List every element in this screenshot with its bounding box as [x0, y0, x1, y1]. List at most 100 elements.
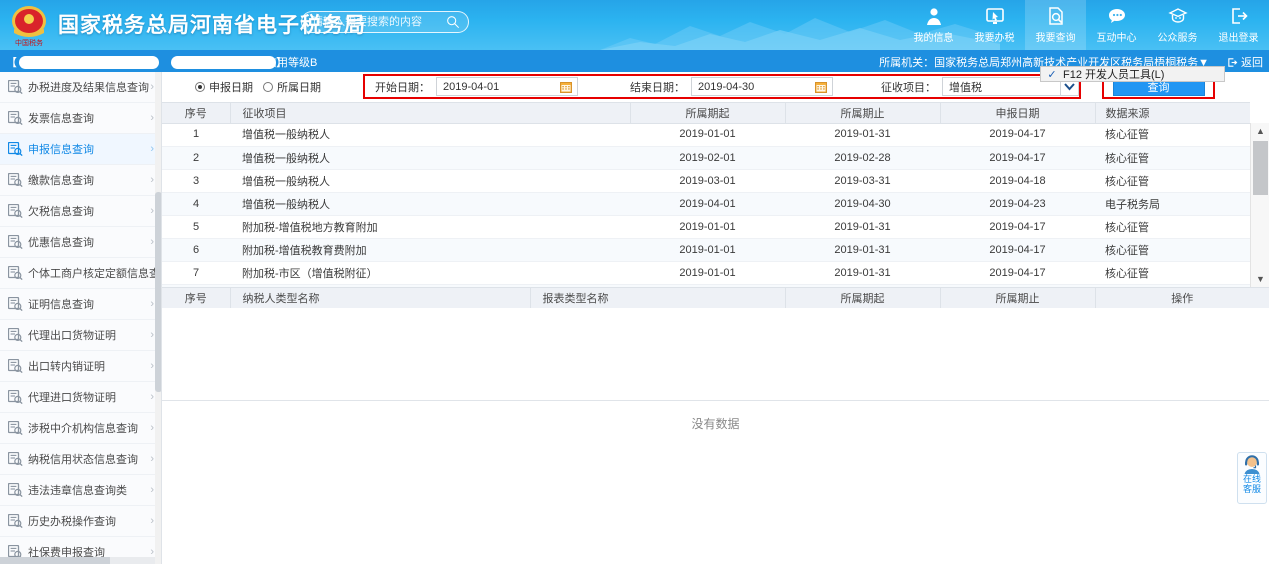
table-cell: 附加税-增值税地方教育附加	[230, 284, 630, 287]
service-label-line2: 客服	[1242, 484, 1261, 494]
online-service-widget[interactable]: 在线 客服	[1237, 452, 1267, 504]
table-cell: 2019-04-17	[940, 146, 1095, 170]
table-cell: 核心征管	[1095, 169, 1250, 193]
sidebar-item-11[interactable]: 涉税中介机构信息查询 ›	[0, 413, 161, 444]
start-date-field[interactable]	[436, 77, 578, 96]
sidebar-item-9[interactable]: 出口转内销证明 ›	[0, 351, 161, 382]
sidebar-item-2[interactable]: 申报信息查询 ›	[0, 134, 161, 165]
calendar-icon[interactable]	[815, 81, 827, 93]
table-cell: 增值税一般纳税人	[230, 146, 630, 170]
levy-item-label: 征收项目：	[881, 81, 936, 94]
scroll-down-icon[interactable]: ▼	[1256, 274, 1265, 284]
table-vertical-scrollbar[interactable]: ▲ ▼	[1250, 123, 1269, 287]
sidebar-item-8[interactable]: 代理出口货物证明 ›	[0, 320, 161, 351]
table-row[interactable]: 2 增值税一般纳税人 2019-02-01 2019-02-28 2019-04-17 核…	[162, 146, 1250, 170]
column-header-4: 申报日期	[939, 102, 1095, 124]
bracket-close: 】	[276, 57, 287, 69]
back-arrow-icon	[1228, 57, 1238, 67]
nav-label: 我要办税	[974, 33, 1015, 44]
search-box[interactable]	[301, 11, 469, 33]
sidebar-item-label: 社保费申报查询	[28, 547, 105, 559]
sidebar-item-7[interactable]: 证明信息查询 ›	[0, 289, 161, 320]
start-date-label: 开始日期：	[375, 81, 430, 94]
sidebar-hscroll-thumb[interactable]	[0, 557, 110, 564]
table-cell: 4	[162, 192, 230, 216]
skyline-decoration	[600, 18, 1000, 50]
search-input[interactable]	[312, 12, 440, 32]
sidebar-item-label: 申报信息查询	[28, 144, 94, 156]
chevron-right-icon: ›	[150, 391, 154, 403]
sidebar-item-label: 违法违章信息查询类	[28, 485, 127, 497]
sidebar: 办税进度及结果信息查询 › 发票信息查询 › 申报信息查询 › 缴款信息查询 › 欠税信息查询 ›…	[0, 72, 162, 564]
chat-bubble-icon	[1107, 5, 1127, 27]
devtools-context-menu-item[interactable]: ✓ F12 开发人员工具(L)	[1040, 66, 1225, 82]
start-date-input[interactable]	[437, 78, 577, 95]
declaration-table-body[interactable]: 1 增值税一般纳税人 2019-01-01 2019-01-31 2019-04-17 核…	[162, 123, 1250, 287]
chevron-right-icon: ›	[150, 205, 154, 217]
sidebar-item-14[interactable]: 历史办税操作查询 ›	[0, 506, 161, 537]
table-cell: 2019-03-01	[630, 169, 785, 193]
end-date-input[interactable]	[692, 78, 832, 95]
nav-handle-tax[interactable]: 我要办税	[964, 0, 1025, 50]
sidebar-item-4[interactable]: 欠税信息查询 ›	[0, 196, 161, 227]
table-row[interactable]: 8附加税-增值税地方教育附加2019-02-012019-02-282019-0…	[162, 284, 1250, 287]
table-cell: 2019-04-17	[940, 238, 1095, 262]
table-row[interactable]: 7 附加税-市区（增值税附征） 2019-01-01 2019-01-31 2019-0…	[162, 261, 1250, 285]
logout-icon	[1229, 5, 1249, 27]
radio-dot-selected	[195, 82, 205, 92]
scroll-up-icon[interactable]: ▲	[1256, 126, 1265, 136]
bottom-divider	[162, 400, 1269, 401]
nav-logout[interactable]: 退出登录	[1208, 0, 1269, 50]
scroll-thumb[interactable]	[1253, 141, 1268, 195]
table-cell: 核心征管	[1095, 123, 1250, 147]
nav-my-query[interactable]: 我要查询	[1025, 0, 1086, 50]
table-cell: 2019-04-23	[940, 192, 1095, 216]
back-button[interactable]: 返回	[1227, 54, 1263, 70]
nav-interaction-center[interactable]: 互动中心	[1086, 0, 1147, 50]
chevron-right-icon: ›	[150, 267, 154, 279]
search-icon[interactable]	[446, 15, 460, 29]
sidebar-scrollbar[interactable]	[155, 72, 161, 564]
end-date-field[interactable]	[691, 77, 833, 96]
sidebar-item-6[interactable]: 个体工商户核定定额信息查询 ›	[0, 258, 161, 289]
chevron-down-icon[interactable]	[1060, 78, 1078, 95]
table-cell: 2019-04-17	[940, 261, 1095, 285]
nav-public-service[interactable]: 公众服务	[1147, 0, 1208, 50]
page-body: 办税进度及结果信息查询 › 发票信息查询 › 申报信息查询 › 缴款信息查询 › 欠税信息查询 ›…	[0, 72, 1269, 564]
radio-declare-date[interactable]: 申报日期	[195, 79, 253, 95]
nav-my-info[interactable]: 我的信息	[903, 0, 964, 50]
chevron-right-icon: ›	[150, 81, 154, 93]
table-cell: 2019-04-18	[940, 169, 1095, 193]
chevron-right-icon: ›	[150, 298, 154, 310]
table-row[interactable]: 4 增值税一般纳税人 2019-04-01 2019-04-30 2019-04-23 电…	[162, 192, 1250, 216]
table-row[interactable]: 5 附加税-增值税地方教育附加 2019-01-01 2019-01-31 2019-0…	[162, 215, 1250, 239]
table-cell: 2019-02-01	[630, 284, 785, 287]
radio-period-date[interactable]: 所属日期	[263, 79, 321, 95]
table-row[interactable]: 1 增值税一般纳税人 2019-01-01 2019-01-31 2019-04-17 核…	[162, 123, 1250, 147]
sidebar-item-10[interactable]: 代理进口货物证明 ›	[0, 382, 161, 413]
sidebar-item-0[interactable]: 办税进度及结果信息查询 ›	[0, 72, 161, 103]
column-header-5: 数据来源	[1094, 102, 1250, 124]
arrears-query-icon	[8, 204, 23, 218]
chevron-down-icon[interactable]: ▼	[1198, 57, 1209, 69]
sidebar-hscrollbar[interactable]	[0, 557, 155, 564]
top-nav: 我的信息 我要办税 我要查询 互动中心 公众服务	[903, 0, 1269, 50]
sidebar-item-13[interactable]: 违法违章信息查询类 ›	[0, 475, 161, 506]
table-cell: 2019-01-01	[630, 261, 785, 285]
chevron-right-icon: ›	[150, 174, 154, 186]
nav-label: 退出登录	[1218, 33, 1259, 44]
table-cell: 3	[162, 169, 230, 193]
table-cell: 2019-04-17	[940, 284, 1095, 287]
date-type-radio-group: 申报日期 所属日期	[195, 79, 321, 95]
taxpayer-identity: 【 】	[6, 54, 287, 70]
table-row[interactable]: 3 增值税一般纳税人 2019-03-01 2019-03-31 2019-04-18 核…	[162, 169, 1250, 193]
sidebar-item-1[interactable]: 发票信息查询 ›	[0, 103, 161, 134]
sidebar-scroll-thumb[interactable]	[155, 192, 161, 392]
table-cell: 核心征管	[1095, 146, 1250, 170]
table-row[interactable]: 6 附加税-增值税教育费附加 2019-01-01 2019-01-31 2019-04…	[162, 238, 1250, 262]
calendar-icon[interactable]	[560, 81, 572, 93]
table-cell: 2019-04-17	[940, 123, 1095, 147]
sidebar-item-12[interactable]: 纳税信用状态信息查询 ›	[0, 444, 161, 475]
sidebar-item-5[interactable]: 优惠信息查询 ›	[0, 227, 161, 258]
sidebar-item-3[interactable]: 缴款信息查询 ›	[0, 165, 161, 196]
